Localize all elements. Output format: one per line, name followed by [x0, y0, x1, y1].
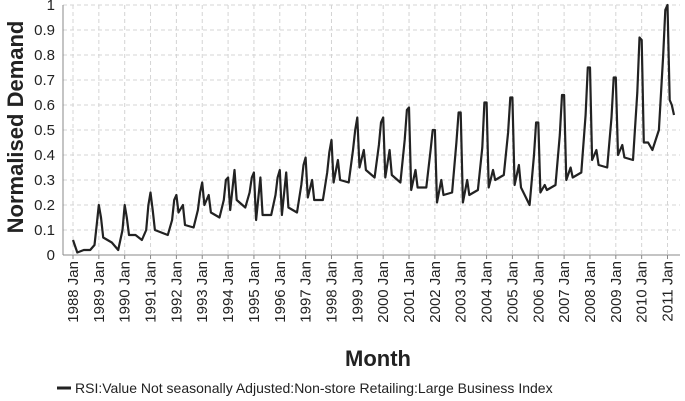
x-tick-label: 2002 Jan [427, 261, 444, 323]
x-tick-label: 1997 Jan [298, 261, 315, 323]
y-tick-label: 0.7 [34, 72, 55, 89]
y-tick-label: 0.8 [34, 47, 55, 64]
x-tick-label: 2000 Jan [375, 261, 392, 323]
y-tick-label: 0.5 [34, 122, 55, 139]
x-tick-label: 1995 Jan [246, 261, 263, 323]
y-axis-label: Normalised Demand [3, 21, 28, 234]
y-tick-label: 0.1 [34, 222, 55, 239]
x-tick-label: 1993 Jan [194, 261, 211, 323]
x-tick-label: 2009 Jan [608, 261, 625, 323]
x-tick-label: 2005 Jan [504, 261, 521, 323]
y-tick-label: 1 [47, 0, 55, 14]
x-tick-label: 2010 Jan [634, 261, 651, 323]
axes [62, 5, 680, 259]
series-group [71, 3, 676, 254]
x-tick-label: 2007 Jan [556, 261, 573, 323]
x-tick-label: 1994 Jan [220, 261, 237, 323]
legend: RSI:Value Not seasonally Adjusted:Non-st… [57, 380, 553, 396]
y-tick-label: 0.3 [34, 172, 55, 189]
x-tick-label: 1991 Jan [143, 261, 160, 323]
x-tick-label: 1996 Jan [272, 261, 289, 323]
y-axis-ticks: 0 0.1 0.2 0.3 0.4 0.5 0.6 0.7 0.8 0.9 1 [34, 0, 55, 264]
x-tick-label: 2008 Jan [582, 261, 599, 323]
legend-label: RSI:Value Not seasonally Adjusted:Non-st… [75, 380, 553, 396]
x-axis-ticks: 1988 Jan 1989 Jan 1990 Jan 1991 Jan 1992 Jan… [65, 261, 677, 323]
gridlines [63, 4, 680, 255]
x-tick-label: 2004 Jan [479, 261, 496, 323]
y-tick-label: 0 [47, 247, 55, 264]
x-tick-label: 2001 Jan [401, 261, 418, 323]
x-tick-label: 2006 Jan [530, 261, 547, 323]
x-tick-label: 2003 Jan [453, 261, 470, 323]
y-tick-label: 0.6 [34, 97, 55, 114]
y-tick-label: 0.4 [34, 147, 55, 164]
x-axis-label: Month [345, 346, 411, 371]
x-tick-label: 1989 Jan [91, 261, 108, 323]
series-line [71, 3, 676, 254]
x-tick-label: 1999 Jan [349, 261, 366, 323]
y-tick-label: 0.2 [34, 197, 55, 214]
x-tick-label: 1998 Jan [323, 261, 340, 323]
x-tick-label: 1992 Jan [168, 261, 185, 323]
y-tick-label: 0.9 [34, 22, 55, 39]
x-tick-label: 1988 Jan [65, 261, 82, 323]
x-tick-label: 1990 Jan [117, 261, 134, 323]
x-tick-label: 2011 Jan [660, 261, 677, 322]
